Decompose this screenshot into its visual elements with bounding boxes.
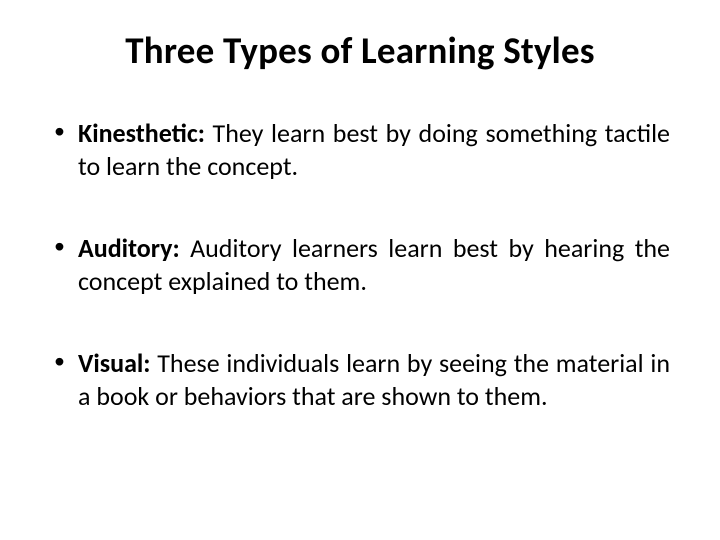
bullet-term: Auditory:: [78, 232, 180, 264]
bullet-term: Kinesthetic:: [78, 117, 205, 149]
slide-title: Three Types of Learning Styles: [50, 28, 670, 73]
list-item: Visual: These individuals learn by seein…: [50, 347, 670, 412]
list-item: Kinesthetic: They learn best by doing so…: [50, 117, 670, 182]
bullet-text: These individuals learn by seeing the ma…: [78, 347, 670, 412]
list-item: Auditory: Auditory learners learn best b…: [50, 232, 670, 297]
bullet-list: Kinesthetic: They learn best by doing so…: [50, 117, 670, 412]
bullet-term: Visual:: [78, 347, 150, 379]
